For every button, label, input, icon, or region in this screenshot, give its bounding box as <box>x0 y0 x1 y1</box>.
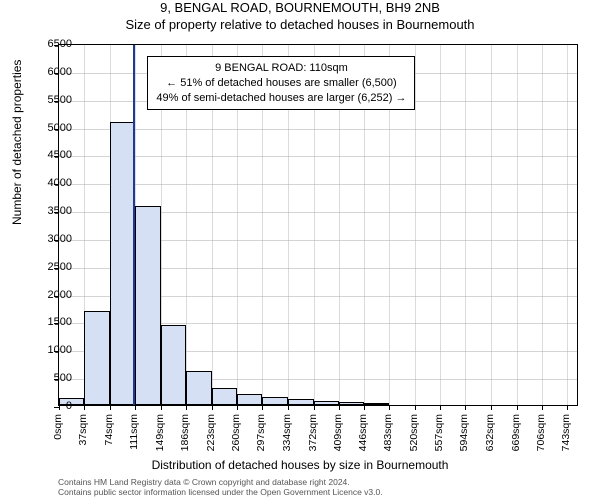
info-box-line2: ← 51% of detached houses are smaller (6,… <box>156 76 406 91</box>
gridline-h <box>59 129 577 130</box>
xtick-label: 372sqm <box>307 414 319 451</box>
info-box: 9 BENGAL ROAD: 110sqm ← 51% of detached … <box>147 56 415 111</box>
xtick-label: 706sqm <box>535 414 547 451</box>
xtick-label: 632sqm <box>484 414 496 451</box>
xtick-mark <box>440 405 441 410</box>
xtick-label: 557sqm <box>433 414 445 451</box>
xtick-label: 74sqm <box>103 414 115 446</box>
xtick-mark <box>212 405 213 410</box>
xtick-label: 483sqm <box>382 414 394 451</box>
ytick-label: 4000 <box>22 177 72 189</box>
xtick-label: 409sqm <box>332 414 344 451</box>
xtick-label: 186sqm <box>179 414 191 451</box>
title-subtitle: Size of property relative to detached ho… <box>0 17 600 32</box>
bar <box>212 388 237 405</box>
ytick-label: 500 <box>22 372 72 384</box>
xtick-label: 297sqm <box>255 414 267 451</box>
xtick-mark <box>364 405 365 410</box>
xtick-label: 334sqm <box>281 414 293 451</box>
xtick-mark <box>314 405 315 410</box>
ytick-label: 6000 <box>22 66 72 78</box>
xtick-mark <box>84 405 85 410</box>
bar <box>135 206 161 405</box>
xtick-label: 260sqm <box>230 414 242 451</box>
xtick-label: 111sqm <box>128 414 140 450</box>
bar <box>161 325 186 405</box>
xtick-mark <box>339 405 340 410</box>
gridline-h <box>59 184 577 185</box>
ytick-label: 3500 <box>22 205 72 217</box>
bar <box>339 402 364 405</box>
xtick-mark <box>186 405 187 410</box>
gridline-v <box>542 45 543 405</box>
ytick-label: 6500 <box>22 38 72 50</box>
bar <box>314 401 339 405</box>
xtick-mark <box>415 405 416 410</box>
xtick-label: 520sqm <box>408 414 420 451</box>
xtick-mark <box>389 405 390 410</box>
xtick-mark <box>237 405 238 410</box>
info-box-line3: 49% of semi-detached houses are larger (… <box>156 91 406 106</box>
gridline-h <box>59 156 577 157</box>
xtick-mark <box>567 405 568 410</box>
gridline-v <box>491 45 492 405</box>
bar <box>288 399 314 405</box>
ytick-label: 4500 <box>22 149 72 161</box>
info-box-line1: 9 BENGAL ROAD: 110sqm <box>156 61 406 76</box>
xtick-label: 743sqm <box>560 414 572 451</box>
bar <box>262 397 287 405</box>
xtick-mark <box>288 405 289 410</box>
gridline-v <box>440 45 441 405</box>
xtick-mark <box>465 405 466 410</box>
xtick-label: 594sqm <box>458 414 470 451</box>
bar <box>110 122 135 405</box>
ytick-label: 2000 <box>22 289 72 301</box>
xtick-mark <box>491 405 492 410</box>
bar <box>84 311 109 405</box>
marker-line <box>133 45 135 405</box>
ytick-label: 5500 <box>22 94 72 106</box>
xtick-label: 669sqm <box>510 414 522 451</box>
ytick-label: 1000 <box>22 344 72 356</box>
ytick-label: 2500 <box>22 261 72 273</box>
plot-area: 9 BENGAL ROAD: 110sqm ← 51% of detached … <box>58 44 578 406</box>
xtick-mark <box>542 405 543 410</box>
x-axis-label: Distribution of detached houses by size … <box>0 458 600 472</box>
gridline-v <box>517 45 518 405</box>
ytick-label: 0 <box>22 400 72 412</box>
footer: Contains HM Land Registry data © Crown c… <box>58 478 383 498</box>
y-axis-label: Number of detached properties <box>10 60 24 225</box>
xtick-label: 37sqm <box>77 414 89 446</box>
xtick-label: 149sqm <box>154 414 166 451</box>
ytick-label: 5000 <box>22 122 72 134</box>
xtick-mark <box>135 405 136 410</box>
bar <box>186 371 211 405</box>
xtick-mark <box>110 405 111 410</box>
bar <box>364 403 389 405</box>
xtick-mark <box>517 405 518 410</box>
xtick-mark <box>262 405 263 410</box>
ytick-label: 1500 <box>22 316 72 328</box>
xtick-label: 0sqm <box>52 414 64 440</box>
xtick-label: 446sqm <box>357 414 369 451</box>
bar <box>237 394 262 405</box>
title-address: 9, BENGAL ROAD, BOURNEMOUTH, BH9 2NB <box>0 0 600 17</box>
xtick-label: 223sqm <box>205 414 217 451</box>
gridline-v <box>465 45 466 405</box>
footer-line2: Contains public sector information licen… <box>58 488 383 498</box>
xtick-mark <box>161 405 162 410</box>
ytick-label: 3000 <box>22 233 72 245</box>
chart-container: 9 BENGAL ROAD: 110sqm ← 51% of detached … <box>58 44 578 406</box>
gridline-v <box>567 45 568 405</box>
